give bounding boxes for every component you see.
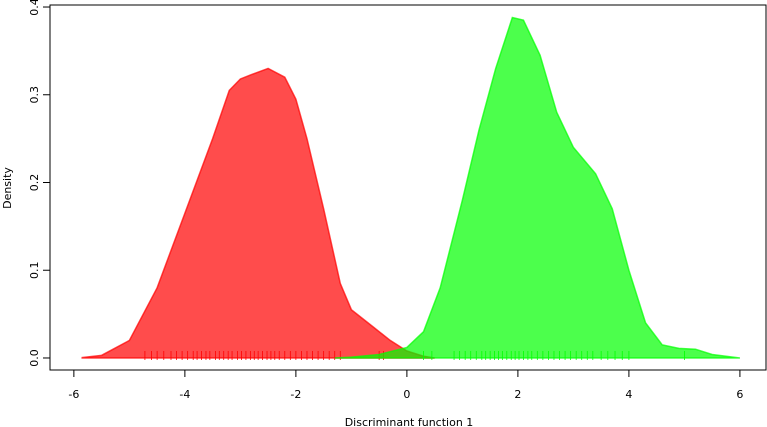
x-tick-label: -2 <box>290 388 301 401</box>
x-tick-label: 0 <box>403 388 410 401</box>
x-tick-label: 6 <box>736 388 743 401</box>
y-tick-label: 0.4 <box>28 0 41 16</box>
x-tick-label: 2 <box>514 388 521 401</box>
plot-frame <box>49 4 767 371</box>
x-tick-label: -6 <box>68 388 79 401</box>
density-area <box>334 16 741 359</box>
y-tick-label: 0.2 <box>28 174 41 192</box>
x-tick-label: 4 <box>625 388 632 401</box>
y-tick-label: 0.0 <box>28 349 41 367</box>
density-area <box>81 67 435 359</box>
x-tick-label: -4 <box>179 388 190 401</box>
x-axis-label: Discriminant function 1 <box>345 416 474 427</box>
y-axis-label: Density <box>1 167 14 209</box>
y-tick-label: 0.3 <box>28 86 41 104</box>
y-tick-label: 0.1 <box>28 261 41 279</box>
